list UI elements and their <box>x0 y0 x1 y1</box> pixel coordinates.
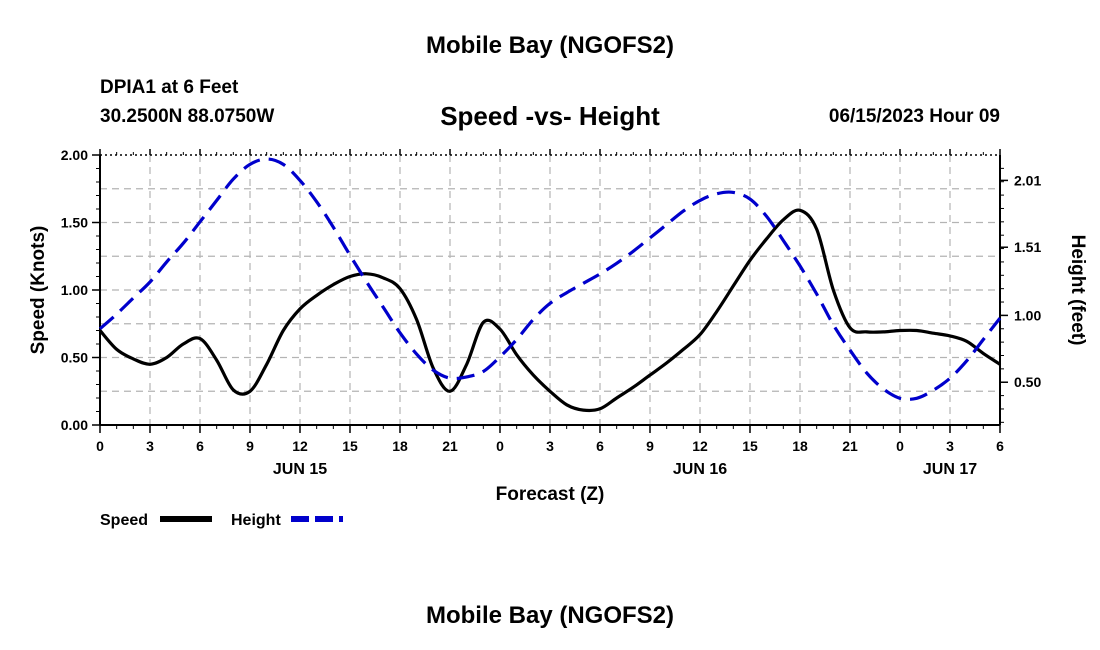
station-name: DPIA1 at 6 Feet <box>100 77 239 98</box>
x-tick-label: 3 <box>146 438 154 454</box>
x-tick-label: 0 <box>896 438 904 454</box>
y-left-tick-label: 1.00 <box>61 282 88 298</box>
y-left-tick-label: 0.00 <box>61 417 88 433</box>
chart-subtitle: Speed -vs- Height <box>440 101 660 131</box>
y-left-axis-title: Speed (Knots) <box>28 226 49 355</box>
x-date-label: JUN 17 <box>923 461 977 478</box>
x-tick-label: 6 <box>596 438 604 454</box>
y-right-axis-title: Height (feet) <box>1067 235 1088 346</box>
x-tick-label: 21 <box>442 438 458 454</box>
y-right-tick-label: 0.50 <box>1014 374 1041 390</box>
x-tick-label: 15 <box>342 438 358 454</box>
y-left-tick-label: 2.00 <box>61 147 88 163</box>
x-tick-label: 0 <box>496 438 504 454</box>
y-left-tick-label: 1.50 <box>61 215 88 231</box>
y-right-tick-label: 2.01 <box>1014 172 1041 188</box>
x-date-label: JUN 16 <box>673 461 727 478</box>
x-tick-label: 6 <box>996 438 1004 454</box>
x-axis-title: Forecast (Z) <box>496 484 605 505</box>
x-tick-label: 3 <box>946 438 954 454</box>
x-tick-label: 9 <box>246 438 254 454</box>
x-tick-label: 18 <box>392 438 408 454</box>
x-tick-label: 9 <box>646 438 654 454</box>
footer-title: Mobile Bay (NGOFS2) <box>425 602 675 629</box>
x-date-label: JUN 15 <box>273 461 327 478</box>
legend-label-speed: Speed <box>100 512 148 529</box>
y-right-tick-label: 1.00 <box>1014 307 1041 323</box>
x-tick-label: 12 <box>292 438 308 454</box>
y-right-tick-label: 1.51 <box>1014 239 1041 255</box>
x-tick-label: 3 <box>546 438 554 454</box>
y-left-tick-label: 0.50 <box>61 350 88 366</box>
x-tick-label: 15 <box>742 438 758 454</box>
series-line-height <box>98 157 1002 401</box>
x-tick-label: 0 <box>96 438 104 454</box>
legend-label-height: Height <box>231 512 281 529</box>
x-tick-label: 12 <box>692 438 708 454</box>
forecast-datetime: 06/15/2023 Hour 09 <box>828 106 1000 127</box>
station-coordinates: 30.2500N 88.0750W <box>100 106 275 127</box>
x-tick-label: 18 <box>792 438 808 454</box>
x-tick-label: 21 <box>842 438 858 454</box>
x-tick-label: 6 <box>196 438 204 454</box>
series-line-speed <box>98 208 1001 413</box>
main-title: Mobile Bay (NGOFS2) <box>425 32 675 59</box>
